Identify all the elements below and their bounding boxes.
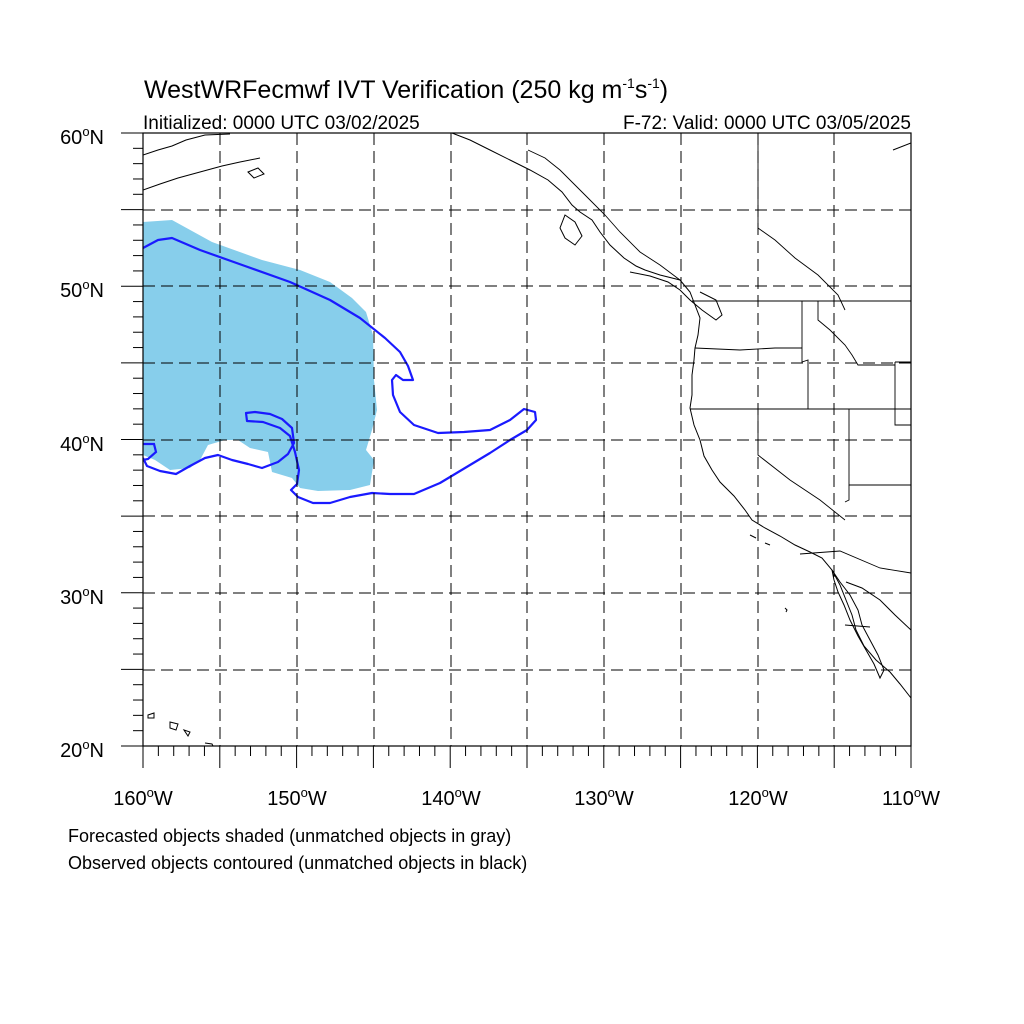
lat-label-50: 50oN: [60, 277, 104, 302]
lon-label-160: 160oW: [113, 785, 173, 810]
observed-object-contour: [143, 236, 538, 505]
lat-label-40: 40oN: [60, 431, 104, 456]
longitude-labels: 160oW 150oW 140oW 130oW 120oW 110oW: [113, 785, 940, 810]
axis-ticks: [121, 132, 912, 768]
title-main: WestWRFecmwf IVT Verification (250 kg m: [144, 76, 622, 104]
title-sup2: -1: [647, 75, 660, 91]
lat-label-20: 20oN: [60, 737, 104, 762]
title-sup1: -1: [622, 75, 635, 91]
lon-label-130: 130oW: [574, 785, 634, 810]
caption-observed: Observed objects contoured (unmatched ob…: [68, 853, 527, 873]
graticule: [143, 133, 911, 746]
lat-label-60: 60oN: [60, 124, 104, 149]
forecast-object-shade: [143, 220, 377, 491]
political-boundaries: [527, 133, 911, 628]
coastlines: [143, 133, 911, 746]
caption-forecast: Forecasted objects shaded (unmatched obj…: [68, 826, 511, 846]
lon-label-110: 110oW: [882, 785, 940, 810]
lon-label-150: 150oW: [267, 785, 327, 810]
title-end: ): [660, 76, 668, 104]
latitude-labels: 60oN 50oN 40oN 30oN 20oN: [60, 124, 104, 762]
lon-label-120: 120oW: [728, 785, 788, 810]
observed-object-contour-west: [143, 442, 158, 462]
map-area: [143, 133, 911, 746]
map-title: WestWRFecmwf IVT Verification (250 kg m-…: [144, 75, 668, 104]
valid-time-subtitle: F-72: Valid: 0000 UTC 03/05/2025: [623, 113, 911, 134]
init-time-subtitle: Initialized: 0000 UTC 03/02/2025: [143, 113, 420, 134]
lon-label-140: 140oW: [421, 785, 481, 810]
lat-label-30: 30oN: [60, 584, 104, 609]
title-mid: s: [635, 76, 648, 104]
